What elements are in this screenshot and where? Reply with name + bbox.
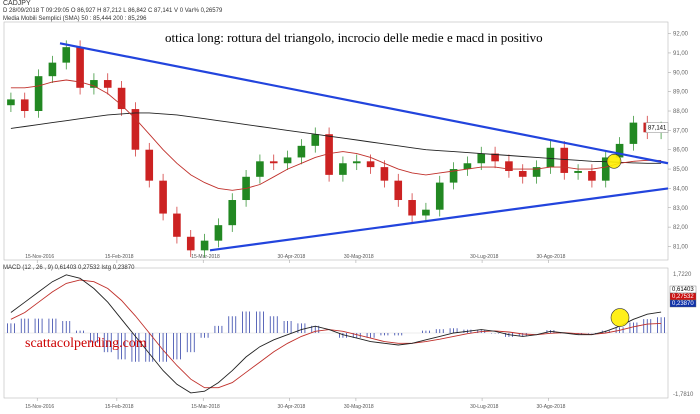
candle-body — [200, 240, 209, 251]
candle-body — [103, 80, 112, 88]
macd-value-box — [669, 299, 697, 308]
macd-value-label: 0,61403 — [672, 287, 694, 293]
candle-body — [186, 236, 195, 251]
candle-body — [48, 62, 57, 77]
candle-body — [394, 180, 403, 201]
candle-body — [380, 167, 389, 181]
candle-body — [297, 145, 306, 158]
candle-body — [173, 213, 181, 237]
price-x-tick-label: 30-Ago-2018 — [536, 254, 565, 260]
crossover-highlight — [606, 154, 622, 169]
price-x-tick-label: 15-Mar-2018 — [191, 254, 220, 260]
candle-body — [311, 134, 320, 146]
candle-body — [560, 147, 569, 173]
candle-body — [477, 153, 486, 164]
macd-x-tick-label: 30-Lug-2018 — [470, 404, 499, 410]
candle-body — [518, 170, 527, 177]
macd-highlight — [610, 308, 630, 327]
upper-trendline — [59, 42, 669, 165]
quote-line: D 28/09/2018 T 09:29:05 O 86,927 H 87,21… — [3, 8, 223, 14]
candle-body — [62, 47, 71, 63]
candle-body — [256, 161, 264, 177]
price-y-tick-label: 84,00 — [673, 186, 689, 192]
candle-body — [449, 169, 458, 183]
candle-body — [546, 147, 555, 168]
candle-body — [131, 109, 140, 150]
candle-body — [629, 122, 638, 144]
candle-body — [269, 161, 278, 164]
price-y-tick-label: 87,00 — [673, 128, 689, 134]
macd-y-tick-label: -1,7810 — [673, 392, 694, 398]
last-price-box — [645, 122, 669, 133]
macd-x-tick-label: 30-Apr-2018 — [278, 404, 306, 410]
candle-body — [588, 170, 596, 181]
candle-body — [601, 157, 610, 181]
moving-average-legend: Media Mobili Semplici (SMA) 50 : 85,444 … — [3, 16, 147, 22]
candle-body — [491, 153, 499, 162]
candle-body — [228, 200, 237, 226]
macd-line — [10, 274, 662, 394]
candle-body — [505, 161, 513, 171]
candle-body — [90, 80, 98, 88]
macd-x-tick-label: 15-Nov-2016 — [25, 404, 54, 410]
candle-body — [283, 157, 292, 164]
price-y-tick-label: 89,00 — [673, 90, 689, 96]
symbol-label: CADJPY — [3, 0, 31, 7]
price-x-tick-label: 15-Feb-2018 — [105, 254, 134, 260]
candle-body — [214, 225, 223, 241]
candle-body — [117, 87, 126, 110]
price-y-tick-label: 83,00 — [673, 206, 689, 212]
candle-body — [159, 180, 167, 214]
candle-body — [574, 170, 582, 173]
sma200-line — [10, 112, 662, 164]
candle-body — [339, 163, 347, 175]
price-y-tick-label: 92,00 — [673, 32, 689, 38]
candle-body — [7, 99, 15, 106]
candle-body — [145, 149, 154, 181]
macd-x-tick-label: 15-Feb-2018 — [105, 404, 134, 410]
macd-value-label: 0,23870 — [672, 301, 694, 307]
candle-body — [422, 209, 430, 216]
price-x-tick-label: 15-Nov-2016 — [25, 254, 54, 260]
candle-body — [435, 182, 444, 210]
candle-body — [366, 161, 375, 168]
price-panel-frame — [3, 21, 669, 261]
candle-body — [34, 76, 43, 112]
candle-body — [76, 47, 84, 88]
price-y-tick-label: 85,00 — [673, 167, 689, 173]
macd-value-label: 0,27532 — [672, 294, 694, 300]
candle-body — [463, 163, 472, 170]
macd-x-tick-label: 30-Mag-2018 — [344, 404, 374, 410]
candle-body — [532, 167, 541, 177]
watermark: scattacolpending.com — [25, 336, 147, 351]
price-y-tick-label: 91,00 — [673, 51, 689, 57]
macd-x-tick-label: 30-Ago-2018 — [536, 404, 565, 410]
lower-trendline — [209, 187, 669, 252]
chart-annotation: ottica long: rottura del triangolo, incr… — [165, 30, 543, 45]
price-y-tick-label: 82,00 — [673, 225, 689, 231]
macd-x-tick-label: 15-Mar-2018 — [191, 404, 220, 410]
price-x-tick-label: 30-Apr-2018 — [278, 254, 306, 260]
price-y-tick-label: 86,00 — [673, 148, 689, 154]
candle-body — [615, 143, 624, 158]
candle-body — [325, 134, 333, 175]
price-x-tick-label: 30-Mag-2018 — [344, 254, 374, 260]
price-y-tick-label: 81,00 — [673, 244, 689, 250]
sma50-line — [10, 79, 662, 191]
price-y-tick-label: 88,00 — [673, 109, 689, 115]
macd-legend: MACD (12 , 26 , 9) 0,61403 0,27532 Istg … — [3, 265, 135, 271]
price-x-tick-label: 30-Lug-2018 — [470, 254, 499, 260]
macd-y-tick-label: 1,7220 — [673, 272, 692, 278]
macd-signal-line — [10, 279, 662, 389]
candle-body — [408, 200, 416, 216]
candle-body — [352, 161, 361, 164]
candle-body — [20, 99, 29, 112]
last-price-label: 87,141 — [648, 126, 667, 132]
price-y-tick-label: 90,00 — [673, 70, 689, 76]
